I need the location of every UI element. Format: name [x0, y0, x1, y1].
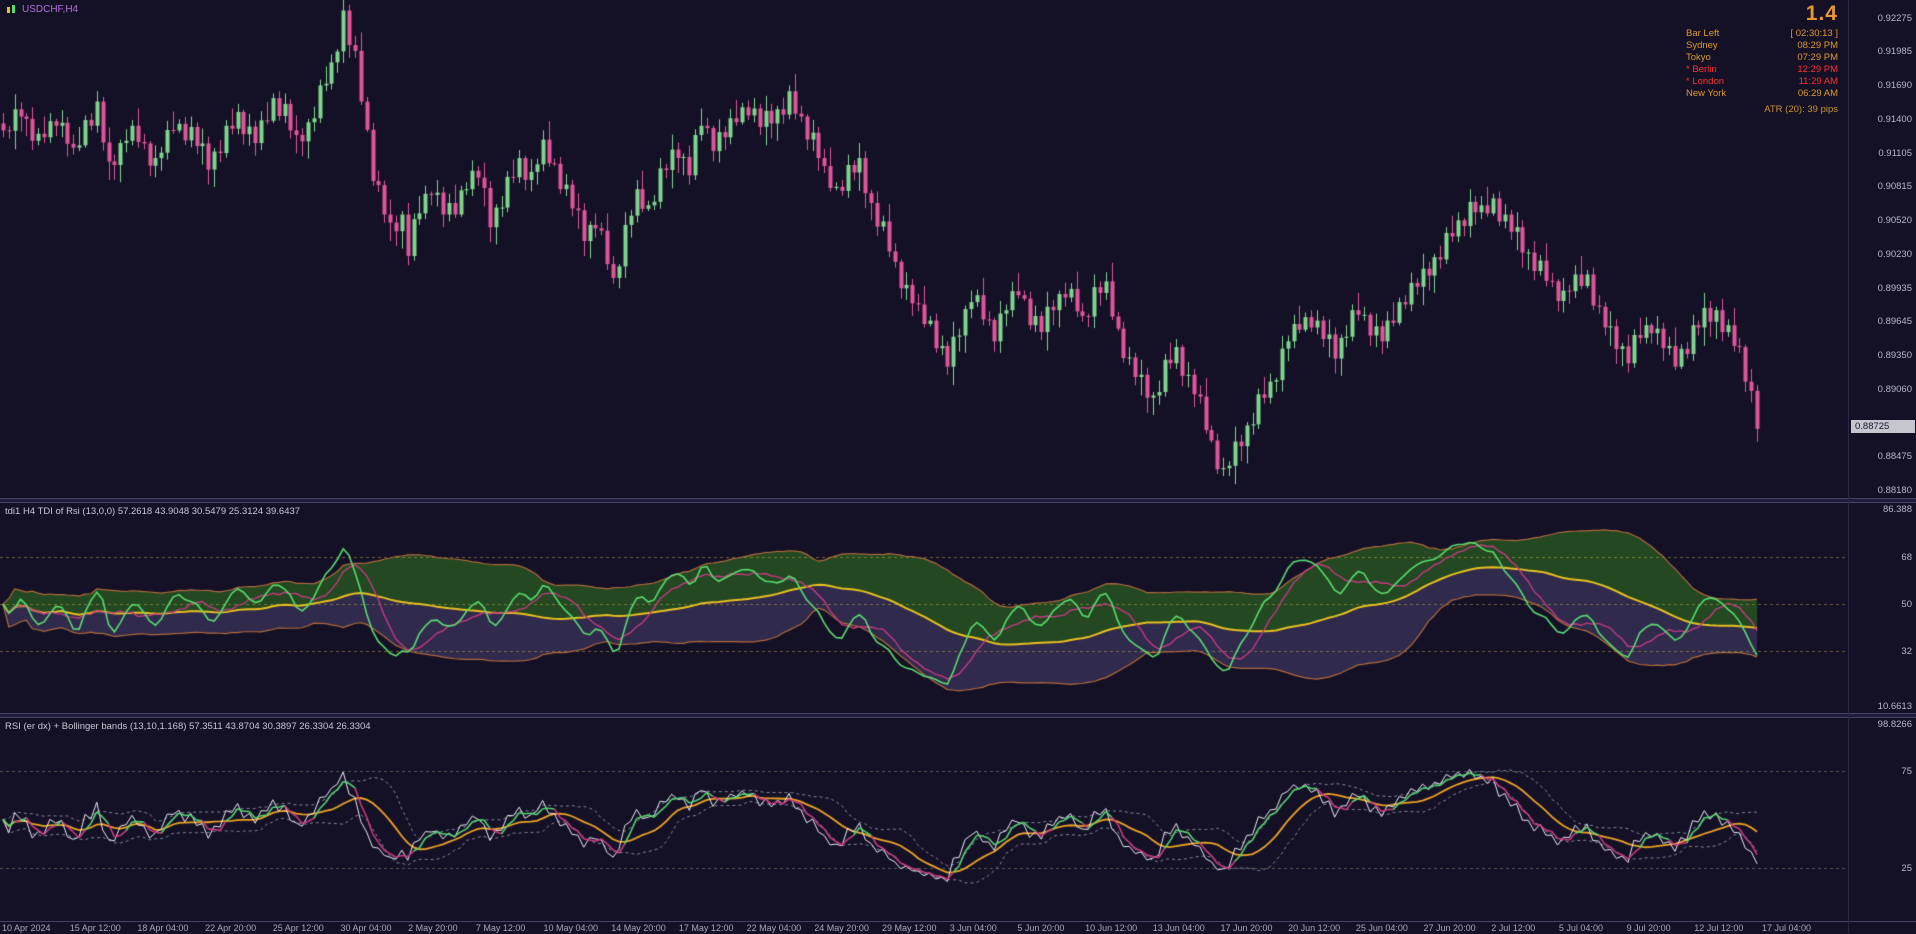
session-clock-row: Bar Left[ 02:30:13 ] [1686, 28, 1838, 39]
symbol-text: USDCHF,H4 [22, 4, 79, 15]
tdi-axis-level: 50 [1901, 599, 1912, 611]
time-axis-label: 9 Jul 20:00 [1626, 923, 1671, 933]
rsi-axis-level: 75 [1901, 765, 1912, 777]
time-axis-label: 30 Apr 04:00 [340, 923, 392, 933]
tdi-axis-min: 10.6613 [1877, 701, 1912, 712]
rsi-canvas[interactable] [0, 718, 1848, 921]
time-axis-label: 15 Apr 12:00 [69, 923, 121, 933]
session-clock-row: New York 06:29 AM [1686, 88, 1838, 99]
time-axis-label: 27 Jun 20:00 [1423, 923, 1476, 933]
price-axis-label: 0.89350 [1877, 350, 1912, 362]
price-axis-label: 0.89935 [1877, 282, 1912, 294]
current-price-badge: 0.88725 [1851, 420, 1915, 434]
price-axis-label: 0.88180 [1877, 485, 1912, 496]
session-clock-row: Sydney 08:29 PM [1686, 40, 1838, 51]
time-axis-label: 17 May 12:00 [678, 923, 734, 933]
rsi-title: RSI (er dx) + Bollinger bands (13,10,1.1… [5, 721, 371, 732]
price-axis-label: 0.91105 [1878, 147, 1912, 159]
time-axis-label: 25 Apr 12:00 [272, 923, 324, 933]
time-axis-label: 22 May 04:00 [746, 923, 802, 933]
time-axis-label: 10 May 04:00 [543, 923, 599, 933]
time-axis[interactable]: 10 Apr 2024 15 Apr 12:00 18 Apr 04:00 22 Ap… [0, 921, 1916, 934]
time-axis-label: 2 May 20:00 [408, 923, 458, 933]
price-axis-label: 0.89060 [1877, 383, 1912, 395]
tdi-title: tdi1 H4 TDI of Rsi (13,0,0) 57.2618 43.9… [5, 506, 301, 517]
tdi-canvas[interactable] [0, 503, 1848, 713]
price-axis-label: 0.92275 [1877, 13, 1912, 24]
symbol-label: USDCHF,H4 [6, 4, 78, 15]
panel-splitter[interactable] [0, 713, 1916, 718]
time-axis-label: 17 Jul 04:00 [1762, 923, 1812, 933]
price-axis-label: 0.89645 [1877, 316, 1912, 328]
session-clock-row: * Berlin 12:29 PM [1686, 64, 1838, 75]
time-axis-label: 3 Jun 04:00 [949, 923, 997, 933]
tdi-panel[interactable]: tdi1 H4 TDI of Rsi (13,0,0) 57.2618 43.9… [0, 503, 1848, 713]
price-axis-label: 0.90520 [1877, 215, 1912, 227]
time-axis-label: 5 Jun 20:00 [1017, 923, 1065, 933]
time-axis-label: 7 May 12:00 [475, 923, 526, 933]
time-axis-label: 13 Jun 04:00 [1152, 923, 1205, 933]
panel-splitter[interactable] [0, 498, 1916, 503]
tdi-axis-level: 68 [1901, 552, 1912, 564]
time-axis-label: 2 Jul 12:00 [1491, 923, 1536, 933]
time-axis-label: 12 Jul 12:00 [1694, 923, 1744, 933]
price-axis-label: 0.90815 [1877, 181, 1912, 193]
price-axis-label: 0.90230 [1877, 248, 1912, 260]
time-axis-label: 10 Jun 12:00 [1085, 923, 1138, 933]
rsi-axis-level: 25 [1901, 863, 1912, 875]
time-axis-label: 25 Jun 04:00 [1355, 923, 1408, 933]
time-axis-label: 5 Jul 04:00 [1558, 923, 1603, 933]
price-axis-label: 0.91400 [1877, 113, 1912, 125]
symbol-icon [7, 5, 15, 13]
price-axis-label: 0.88475 [1877, 450, 1912, 462]
time-axis-label: 29 May 12:00 [882, 923, 937, 933]
time-axis-label: 24 May 20:00 [814, 923, 869, 933]
tdi-axis-level: 32 [1901, 646, 1912, 658]
main-price-chart[interactable]: USDCHF,H4 1.4 Bar Left[ 02:30:13 ] Sydney… [0, 0, 1848, 498]
time-axis-label: 17 Jun 20:00 [1220, 923, 1273, 933]
tdi-axis-max: 86.388 [1882, 504, 1912, 515]
candlestick-canvas[interactable] [0, 0, 1848, 498]
market-sessions-panel: Bar Left[ 02:30:13 ] Sydney 08:29 PM Tokyo 0… [1686, 28, 1838, 115]
price-axis-label: 0.91690 [1877, 80, 1912, 92]
atr-label: ATR (20): 39 pips [1764, 104, 1838, 115]
rsi-axis-max: 98.8266 [1877, 719, 1912, 730]
price-axis[interactable]: 0.88725 0.92275 0.91985 0.91690 0.91400 0.91… [1848, 0, 1916, 933]
time-axis-label: 14 May 20:00 [611, 923, 666, 933]
session-clock-row: * London 11:29 AM [1686, 76, 1838, 87]
spread-value: 1.4 [1805, 2, 1838, 25]
time-axis-label: 22 Apr 20:00 [205, 923, 257, 933]
rsi-panel[interactable]: RSI (er dx) + Bollinger bands (13,10,1.1… [0, 718, 1848, 921]
time-axis-label: 20 Jun 12:00 [1288, 923, 1341, 933]
time-axis-label: 18 Apr 04:00 [137, 923, 189, 933]
session-clock-row: Tokyo 07:29 PM [1686, 52, 1838, 63]
session-clock-rows: Bar Left[ 02:30:13 ] Sydney 08:29 PM Tokyo 0… [1686, 28, 1838, 100]
price-axis-label: 0.91985 [1877, 46, 1912, 58]
time-axis-label: 10 Apr 2024 [2, 923, 51, 933]
